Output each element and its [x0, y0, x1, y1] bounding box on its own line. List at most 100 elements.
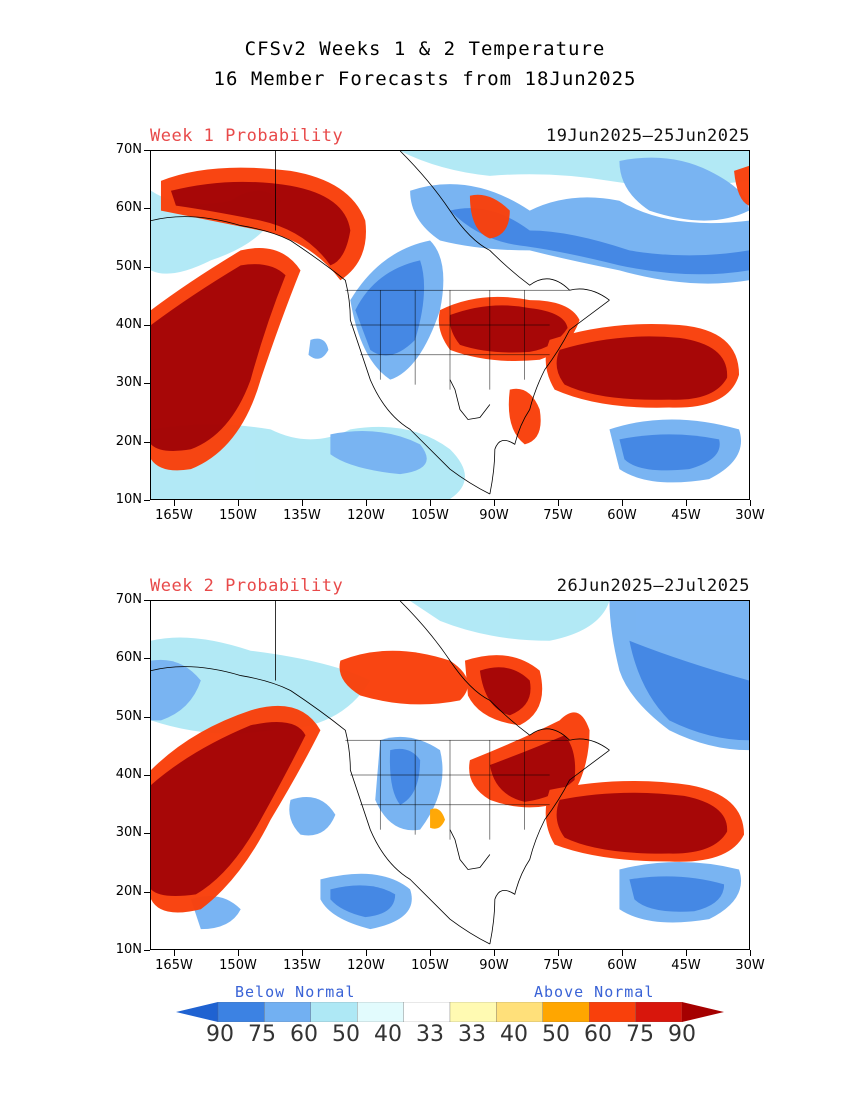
lon-tick-label: 135W [283, 958, 321, 973]
week2-label: Week 2 Probability [150, 576, 344, 596]
lon-tick-mark [686, 500, 687, 506]
lat-tick-label: 40N [115, 317, 142, 332]
lon-tick-label: 105W [411, 508, 449, 523]
lon-tick-mark [366, 950, 367, 956]
colorbar-value-label: 40 [374, 1022, 402, 1047]
lat-tick-mark [144, 441, 150, 443]
below-normal-label: Below Normal [235, 983, 356, 1001]
colorbar [176, 1002, 724, 1022]
lat-tick-mark [144, 950, 150, 951]
week1-probability-map [150, 150, 750, 500]
colorbar-value-label: 50 [332, 1022, 360, 1047]
colorbar-value-label: 33 [458, 1022, 486, 1047]
lon-tick-mark [302, 500, 303, 506]
colorbar-value-label: 40 [500, 1022, 528, 1047]
colorbar-segment [264, 1002, 311, 1022]
lon-tick-label: 165W [155, 508, 193, 523]
lon-tick-mark [750, 950, 751, 956]
lon-tick-mark [238, 500, 239, 506]
above-normal-label: Above Normal [534, 983, 655, 1001]
colorbar-segment [589, 1002, 636, 1022]
colorbar-segment [635, 1002, 683, 1022]
lat-tick-label: 20N [115, 883, 142, 899]
lat-tick-mark [144, 150, 150, 151]
colorbar-segment [496, 1002, 543, 1022]
lon-tick-label: 60W [607, 508, 637, 523]
lat-tick-label: 10N [115, 942, 142, 957]
lat-tick-mark [144, 500, 150, 501]
lat-tick-mark [144, 716, 150, 718]
lon-tick-label: 60W [607, 958, 637, 973]
week2-probability-map [150, 600, 750, 950]
lat-tick-mark [144, 325, 150, 326]
colorbar-segment [449, 1002, 497, 1022]
lon-tick-label: 30W [735, 958, 765, 973]
lon-tick-mark [430, 950, 431, 956]
colorbar-segment [542, 1002, 590, 1022]
colorbar-value-label: 75 [626, 1022, 654, 1047]
week2-dates: 26Jun2025—2Jul2025 [556, 576, 750, 596]
colorbar-value-label: 60 [584, 1022, 612, 1047]
colorbar-value-label: 90 [668, 1022, 696, 1047]
title-line-1: CFSv2 Weeks 1 & 2 Temperature [244, 38, 606, 60]
lon-tick-mark [494, 500, 495, 506]
lon-tick-label: 75W [543, 958, 573, 973]
lon-tick-mark [430, 500, 431, 506]
lon-tick-mark [622, 950, 623, 956]
lon-tick-label: 105W [411, 958, 449, 973]
colorbar-segment [176, 1002, 218, 1022]
lon-tick-label: 45W [671, 958, 701, 973]
lat-tick-mark [144, 891, 150, 893]
lon-tick-mark [622, 500, 623, 506]
lat-tick-label: 40N [115, 767, 142, 782]
lon-tick-label: 135W [283, 508, 321, 523]
lat-tick-mark [144, 658, 150, 660]
lon-tick-label: 90W [479, 958, 509, 973]
lat-tick-mark [144, 600, 150, 601]
lat-tick-label: 60N [115, 200, 142, 216]
colorbar-value-label: 60 [290, 1022, 318, 1047]
colorbar-value-label: 33 [416, 1022, 444, 1047]
lat-tick-mark [144, 208, 150, 210]
lat-tick-label: 30N [115, 825, 142, 841]
lon-tick-mark [558, 950, 559, 956]
lat-tick-label: 60N [115, 650, 142, 666]
lat-tick-label: 70N [115, 142, 142, 157]
title-line-2: 16 Member Forecasts from 18Jun2025 [213, 68, 637, 90]
lat-tick-label: 10N [115, 492, 142, 507]
lon-tick-label: 90W [479, 508, 509, 523]
lat-tick-label: 30N [115, 375, 142, 391]
lat-tick-label: 20N [115, 433, 142, 449]
lon-tick-label: 150W [219, 958, 257, 973]
lon-tick-mark [174, 500, 175, 506]
lat-tick-mark [144, 775, 150, 776]
lon-tick-label: 30W [735, 508, 765, 523]
week1-dates: 19Jun2025—25Jun2025 [546, 126, 750, 146]
colorbar-segment [310, 1002, 358, 1022]
lat-tick-mark [144, 833, 150, 835]
lat-tick-mark [144, 266, 150, 268]
lon-tick-mark [238, 950, 239, 956]
colorbar-segment [357, 1002, 404, 1022]
lon-tick-label: 120W [347, 958, 385, 973]
lon-tick-label: 150W [219, 508, 257, 523]
week1-label: Week 1 Probability [150, 126, 344, 146]
lon-tick-label: 75W [543, 508, 573, 523]
lat-tick-label: 50N [115, 708, 142, 724]
colorbar-value-label: 50 [542, 1022, 570, 1047]
lon-tick-mark [750, 500, 751, 506]
lat-tick-mark [144, 383, 150, 385]
lon-tick-mark [686, 950, 687, 956]
colorbar-value-label: 75 [248, 1022, 276, 1047]
lat-tick-label: 70N [115, 592, 142, 607]
lon-tick-mark [366, 500, 367, 506]
lat-tick-label: 50N [115, 258, 142, 274]
colorbar-value-label: 90 [206, 1022, 234, 1047]
colorbar-segment [217, 1002, 265, 1022]
lon-tick-label: 45W [671, 508, 701, 523]
lon-tick-mark [494, 950, 495, 956]
lon-tick-label: 120W [347, 508, 385, 523]
lon-tick-label: 165W [155, 958, 193, 973]
lon-tick-mark [558, 500, 559, 506]
colorbar-segment [403, 1002, 451, 1022]
